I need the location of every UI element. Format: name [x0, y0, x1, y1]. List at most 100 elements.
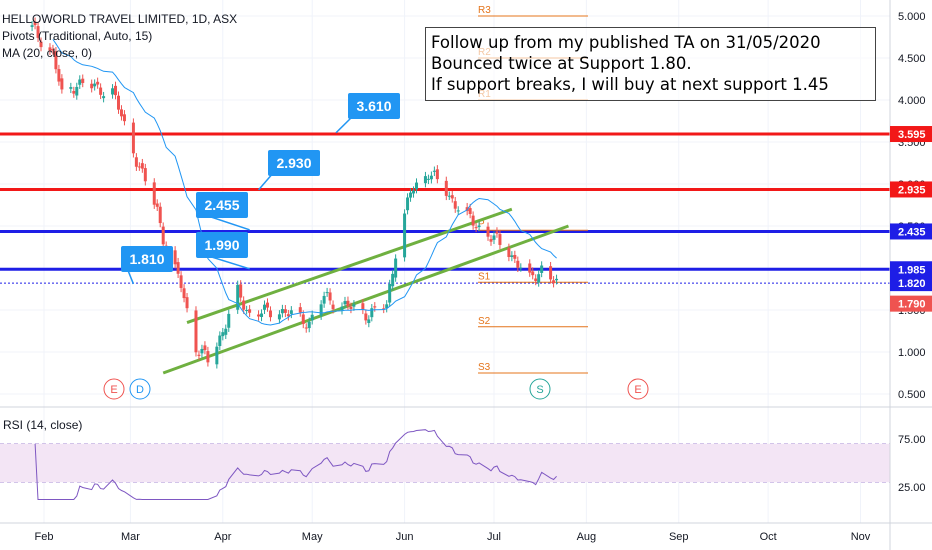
event-marker: [529, 378, 551, 400]
candle-body: [155, 203, 159, 207]
axis-price-tag-label: 1.985: [898, 264, 926, 276]
candle-body: [510, 255, 514, 257]
candle-body: [152, 182, 156, 205]
candle-body: [99, 87, 103, 95]
time-tick-label: May: [302, 531, 323, 543]
time-tick-label: Oct: [760, 531, 777, 543]
candle-body: [268, 310, 272, 318]
candle-body: [391, 273, 395, 287]
candle-body: [48, 47, 52, 51]
axis-price-tag-label: 2.935: [898, 184, 926, 196]
candle-body: [96, 81, 100, 85]
candle-body: [182, 288, 186, 299]
candle-body: [78, 79, 82, 85]
candle-body: [426, 178, 430, 180]
candle-body: [36, 26, 40, 38]
candle-body: [69, 87, 73, 89]
trend-channel: [162, 207, 569, 375]
note-line-2: Bounced twice at Support 1.80.: [431, 54, 692, 73]
candle-body: [385, 304, 389, 309]
candle-body: [432, 170, 436, 172]
candle-body: [471, 215, 475, 226]
pivot-label: R3: [478, 5, 491, 16]
callout-box: [121, 246, 173, 272]
candle-body: [111, 88, 115, 95]
callout-label: 2.455: [204, 197, 239, 213]
note-line-1: Follow up from my published TA on 31/05/…: [431, 33, 821, 52]
candle-body: [343, 301, 347, 305]
price-tick-label: 4.500: [898, 53, 926, 65]
candle-body: [492, 235, 496, 240]
candle-body: [328, 292, 332, 301]
event-marker: [627, 378, 649, 400]
candle-body: [33, 21, 37, 26]
time-tick-label: Apr: [214, 531, 231, 543]
candle-body: [57, 69, 61, 82]
candle-body: [137, 166, 141, 168]
candle-body: [528, 263, 532, 273]
candle-body: [325, 292, 329, 294]
candle-body: [537, 274, 541, 283]
candle-body: [367, 319, 371, 324]
candle-body: [200, 348, 204, 354]
candle-body: [90, 83, 94, 89]
callout-box: [196, 232, 248, 258]
candle-body: [450, 195, 454, 199]
candle-body: [203, 345, 207, 351]
note-line-3: If support breaks, I will buy at next su…: [431, 75, 829, 94]
pivot-label: S2: [478, 316, 491, 327]
candle-body: [409, 192, 413, 198]
axis-price-tag-label: 1.820: [898, 278, 926, 290]
time-tick-label: Sep: [669, 531, 689, 543]
candle-body: [516, 260, 520, 268]
pivot-label: S1: [478, 271, 491, 282]
callouts: 3.610 2.930 2.455 1.990 1.810: [121, 93, 400, 285]
candle-body: [453, 201, 457, 209]
candle-body: [119, 109, 123, 117]
candle-body: [245, 310, 249, 312]
time-tick-label: Jul: [487, 531, 501, 543]
candle-body: [301, 314, 305, 324]
candle-body: [444, 180, 448, 196]
candle-body: [185, 297, 189, 309]
candle-body: [260, 313, 264, 317]
candle-body: [373, 306, 377, 308]
pivot-label: P: [478, 219, 485, 230]
candle-body: [117, 95, 120, 110]
candle-body: [30, 25, 34, 27]
channel-line: [162, 224, 569, 375]
callout-label: 3.610: [356, 98, 391, 114]
candle-body: [310, 314, 314, 321]
candle-body: [340, 306, 344, 311]
candle-body: [361, 303, 365, 310]
candle-body: [495, 231, 499, 234]
event-marker-label: D: [136, 384, 144, 396]
candle-body: [489, 239, 493, 242]
candle-body: [322, 295, 326, 304]
candle-body: [179, 275, 183, 288]
candle-body: [394, 258, 398, 278]
candle-body: [498, 234, 502, 245]
candle-body: [277, 314, 281, 320]
candle-body: [176, 262, 180, 274]
candle-body: [51, 49, 55, 51]
price-tick-label: 0.500: [898, 389, 926, 401]
ma-line: [52, 39, 557, 326]
candle-body: [486, 226, 490, 237]
candle-body: [266, 302, 269, 308]
indicator-pivots-label: Pivots (Traditional, Auto, 15): [2, 29, 153, 43]
candle-body: [477, 225, 481, 228]
event-marker: [129, 378, 151, 400]
candle-body: [197, 354, 201, 356]
candle-body: [93, 83, 97, 87]
price-tick-label: 4.000: [898, 95, 926, 107]
candle-body: [331, 304, 335, 310]
price-tick-label: 5.000: [898, 11, 926, 23]
candle-body: [513, 254, 517, 259]
candle-body: [39, 41, 43, 48]
candle-body: [382, 308, 386, 310]
axis-price-tag: [890, 126, 932, 143]
annotation-note[interactable]: Follow up from my published TA on 31/05/…: [425, 27, 876, 101]
time-axis: Feb Mar Apr May Jun Jul Aug Sep Oct Nov: [35, 531, 871, 543]
